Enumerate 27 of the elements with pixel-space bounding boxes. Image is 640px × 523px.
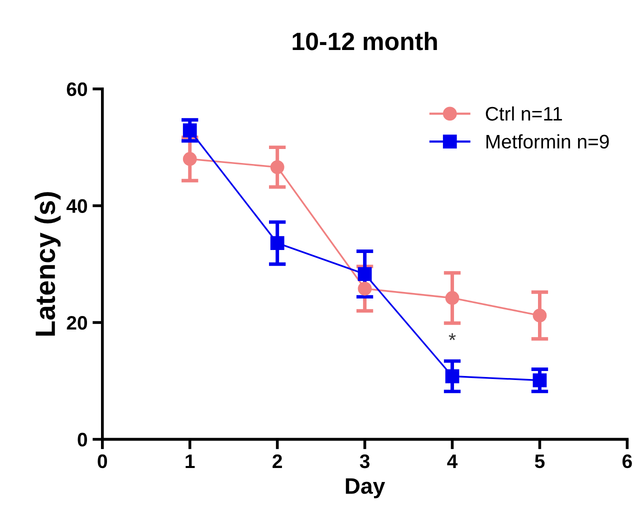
- x-tick-label: 0: [98, 454, 108, 468]
- chart-title: 10-12 month: [292, 32, 437, 50]
- y-tick-label: 0: [78, 432, 88, 447]
- point: [445, 291, 460, 305]
- y-tick-label: 40: [66, 199, 88, 213]
- legend-label: Metformin n=9: [486, 134, 609, 149]
- y-tick-label: 60: [66, 82, 88, 96]
- point: [358, 282, 372, 296]
- x-tick-label: 1: [186, 454, 195, 468]
- y-axis-title: Latency (s): [34, 192, 61, 336]
- x-tick-label: 4: [447, 454, 458, 468]
- point: [445, 369, 460, 384]
- point: [358, 267, 372, 281]
- point: [270, 236, 284, 250]
- point: [182, 123, 197, 138]
- x-tick-label: 3: [360, 454, 370, 468]
- x-tick-label: 5: [534, 454, 545, 468]
- y-tick-label: 20: [66, 316, 88, 330]
- x-axis-title: Day: [346, 478, 386, 498]
- point: [532, 308, 547, 322]
- point: [532, 373, 547, 388]
- point: [270, 160, 284, 174]
- annotation: *: [448, 333, 456, 340]
- x-tick-label: 2: [272, 454, 282, 468]
- point: [182, 152, 197, 166]
- legend-label: Ctrl n=11: [486, 106, 562, 121]
- x-tick-label: 6: [622, 454, 632, 468]
